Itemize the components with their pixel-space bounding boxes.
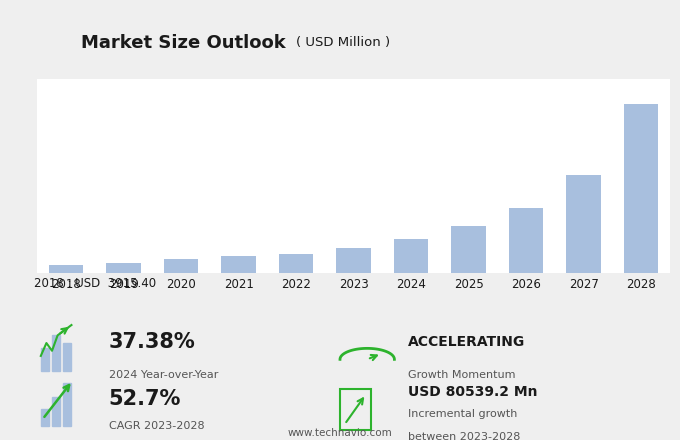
Text: USD 80539.2 Mn: USD 80539.2 Mn [408,385,537,399]
FancyBboxPatch shape [63,343,71,371]
Text: www.technavio.com: www.technavio.com [288,428,392,438]
Text: between 2023-2028: between 2023-2028 [408,432,520,440]
Bar [164,259,199,273]
FancyBboxPatch shape [52,397,61,426]
Bar [624,104,658,273]
Text: ACCELERATING: ACCELERATING [408,335,525,349]
Text: Growth Momentum: Growth Momentum [408,370,515,380]
Bar [279,253,313,273]
Bar [222,256,256,273]
Text: CAGR 2023-2028: CAGR 2023-2028 [109,421,205,431]
Text: ( USD Million ): ( USD Million ) [296,36,390,49]
FancyBboxPatch shape [63,383,71,426]
Bar [509,208,543,273]
Bar [452,226,486,273]
Bar [49,265,84,273]
FancyBboxPatch shape [41,410,49,426]
Text: 2018 : USD  3915.40: 2018 : USD 3915.40 [34,277,156,290]
Text: 2024 Year-over-Year: 2024 Year-over-Year [109,370,218,380]
Bar [394,239,428,273]
FancyBboxPatch shape [41,348,49,371]
Text: Market Size Outlook: Market Size Outlook [81,33,286,51]
Bar [106,263,141,273]
Text: 37.38%: 37.38% [109,332,196,352]
Text: Incremental growth: Incremental growth [408,409,517,419]
Text: 52.7%: 52.7% [109,389,181,409]
Bar [337,249,371,273]
Bar [566,176,601,273]
FancyBboxPatch shape [52,335,61,371]
